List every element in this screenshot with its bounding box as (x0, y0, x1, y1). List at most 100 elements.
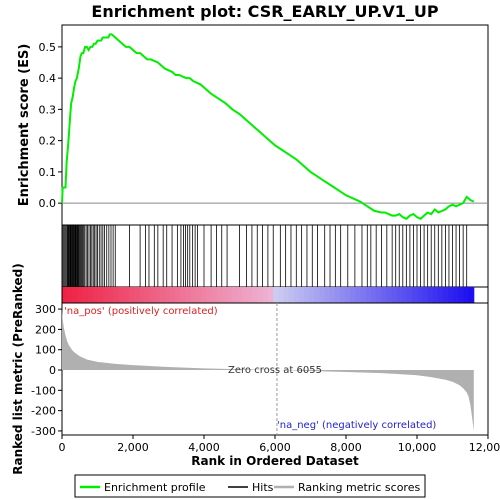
ranking-bar-segment (319, 287, 325, 303)
ranking-bar-segment (366, 287, 372, 303)
hits-panel (62, 225, 488, 303)
ranking-bar-segment (402, 287, 408, 303)
ranking-bar-segment (98, 287, 104, 303)
ranking-bar-segment (350, 287, 356, 303)
ranking-bar-segment (427, 287, 433, 303)
x-axis: 0 2,000 4,000 6,000 8,000 10,000 12,000 (59, 435, 500, 454)
metric-y-tick-label: 200 (35, 323, 56, 336)
ranking-bar-segment (345, 287, 351, 303)
x-tick-label: 0 (59, 441, 66, 454)
ranking-bar-segment (232, 287, 238, 303)
ranking-bar-segment (453, 287, 459, 303)
ranking-bar-segment (407, 287, 413, 303)
ranking-bar-segment (206, 287, 212, 303)
es-y-tick-label: 0.4 (39, 72, 57, 85)
x-axis-label: Rank in Ordered Dataset (191, 454, 359, 468)
ranking-bar-segment (72, 287, 78, 303)
metric-y-tick-label: -300 (31, 425, 56, 438)
ranking-bar-segment (139, 287, 145, 303)
legend-metric-label: Ranking metric scores (298, 481, 420, 494)
es-y-tick-label: 0.2 (39, 135, 57, 148)
ranking-bar-segment (273, 287, 279, 303)
ranking-bar-segment (216, 287, 222, 303)
x-tick-label: 12,000 (469, 441, 500, 454)
ranking-bar-segment (155, 287, 161, 303)
ranking-bar-segment (355, 287, 361, 303)
ranking-bar-segment (258, 287, 264, 303)
ranking-bar-segment (397, 287, 403, 303)
ranking-bar-segment (288, 287, 294, 303)
ranking-bar-segment (124, 287, 130, 303)
ranking-bar-segment (150, 287, 156, 303)
ranking-bar-segment (278, 287, 284, 303)
ranking-bar-segment (103, 287, 109, 303)
ranking-bar-segment (191, 287, 197, 303)
ranking-bar-segment (247, 287, 253, 303)
metric-y-tick-label: 100 (35, 344, 56, 357)
pos-correlated-label: 'na_pos' (positively correlated) (64, 306, 218, 317)
ranking-bar-segment (180, 287, 186, 303)
es-y-axis-label: Enrichment score (ES) (17, 44, 32, 207)
metric-y-tick-label: 0 (49, 364, 56, 377)
ranking-bar-segment (144, 287, 150, 303)
ranking-bar-segment (325, 287, 331, 303)
ranking-bar-segment (438, 287, 444, 303)
ranking-bar-segment (433, 287, 439, 303)
ranking-bar-segment (113, 287, 119, 303)
ranking-bar-segment (77, 287, 83, 303)
ranking-bar-segment (268, 287, 274, 303)
ranking-bar-segment (314, 287, 320, 303)
ranking-bar-segment (263, 287, 269, 303)
ranking-bar-segment (242, 287, 248, 303)
ranking-bar-segment (160, 287, 166, 303)
ranking-bar-segment (165, 287, 171, 303)
ranking-bar-segment (304, 287, 310, 303)
ranking-bar-segment (252, 287, 258, 303)
ranking-bar-segment (340, 287, 346, 303)
ranking-bar-segment (129, 287, 135, 303)
legend: Enrichment profile Hits Ranking metric s… (75, 475, 425, 497)
metric-y-tick-label: -200 (31, 405, 56, 418)
ranking-bar-segment (67, 287, 73, 303)
ranking-bar-segment (62, 287, 68, 303)
ranking-bar-segment (469, 287, 475, 303)
neg-correlated-label: 'na_neg' (negatively correlated) (277, 420, 436, 431)
ranking-bar-segment (211, 287, 217, 303)
ranking-bar-segment (196, 287, 202, 303)
ranking-bar-segment (386, 287, 392, 303)
metric-y-tick-label: -100 (31, 384, 56, 397)
legend-profile-label: Enrichment profile (104, 481, 206, 494)
x-tick-label: 6,000 (259, 441, 291, 454)
ranking-bar-segment (464, 287, 470, 303)
ranking-bar-segment (443, 287, 449, 303)
es-y-tick-label: 0.0 (39, 197, 57, 210)
ranking-bar-segment (335, 287, 341, 303)
ranking-bar-segment (88, 287, 94, 303)
ranking-bar-segment (448, 287, 454, 303)
ranking-bar-segment (412, 287, 418, 303)
ranking-bar-segment (170, 287, 176, 303)
ranking-bar-segment (417, 287, 423, 303)
ranking-bar-segment (237, 287, 243, 303)
ranking-bar-segment (376, 287, 382, 303)
ranking-bar-segment (361, 287, 367, 303)
ranking-bar-segment (422, 287, 428, 303)
x-tick-label: 10,000 (398, 441, 437, 454)
ranking-bar-segment (309, 287, 315, 303)
ranking-bar-segment (458, 287, 464, 303)
x-tick-label: 2,000 (117, 441, 149, 454)
ranking-bar-segment (381, 287, 387, 303)
ranking-bar-segment (93, 287, 99, 303)
ranking-bar-segment (134, 287, 140, 303)
es-y-tick-label: 0.1 (39, 166, 57, 179)
x-tick-label: 8,000 (330, 441, 362, 454)
es-y-tick-label: 0.3 (39, 103, 57, 116)
zero-cross-label: Zero cross at 6055 (228, 365, 322, 376)
ranking-bar-segment (227, 287, 233, 303)
ranking-bar-segment (283, 287, 289, 303)
metric-y-axis-label: Ranked list metric (PreRanked) (11, 263, 25, 475)
ranking-bar-segment (299, 287, 305, 303)
es-y-tick-label: 0.5 (39, 41, 57, 54)
ranking-bar-segment (186, 287, 192, 303)
